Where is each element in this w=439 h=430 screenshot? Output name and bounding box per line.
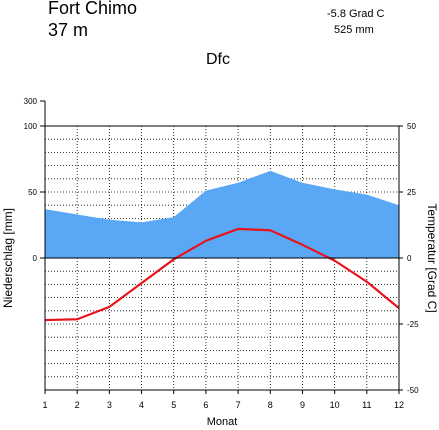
- right-tick-label: -50: [407, 386, 419, 395]
- left-tick-label: 300: [24, 97, 38, 106]
- x-tick-label: 3: [107, 400, 112, 410]
- left-tick-label: 0: [33, 254, 38, 263]
- temperature-line: [44, 227, 400, 322]
- left-tick-label: 50: [28, 188, 37, 197]
- x-tick-label: 2: [75, 400, 80, 410]
- right-tick-label: -25: [407, 320, 419, 329]
- x-tick-label: 11: [362, 400, 371, 410]
- x-tick-label: 12: [394, 400, 404, 410]
- left-tick-label: 100: [24, 122, 38, 131]
- temperature-line-layer: [44, 227, 400, 322]
- x-tick-label: 4: [139, 400, 144, 410]
- x-tick-label: 1: [42, 400, 47, 410]
- annual-precipitation: 525 mm: [334, 24, 374, 36]
- x-axis-label: Monat: [207, 416, 238, 428]
- x-tick-label: 8: [268, 400, 273, 410]
- mean-temperature: -5.8 Grad C: [327, 8, 385, 20]
- y-axis-label-left: Niederschlag [mm]: [1, 208, 15, 308]
- right-tick-label: 50: [407, 122, 416, 131]
- station-elevation: 37 m: [48, 20, 89, 40]
- x-tick-label: 5: [171, 400, 176, 410]
- precipitation-area: [45, 170, 399, 258]
- y-axis-label-right: Temperatur [Grad C]: [425, 203, 439, 312]
- climate-class: Dfc: [206, 51, 230, 68]
- x-tick-label: 6: [203, 400, 208, 410]
- right-tick-label: 25: [407, 188, 416, 197]
- right-tick-label: 0: [407, 254, 412, 263]
- x-tick-label: 7: [236, 400, 241, 410]
- precipitation-area-layer: [45, 170, 399, 258]
- x-tick-label: 10: [330, 400, 340, 410]
- station-name: Fort Chimo: [48, 0, 138, 18]
- x-tick-label: 9: [300, 400, 305, 410]
